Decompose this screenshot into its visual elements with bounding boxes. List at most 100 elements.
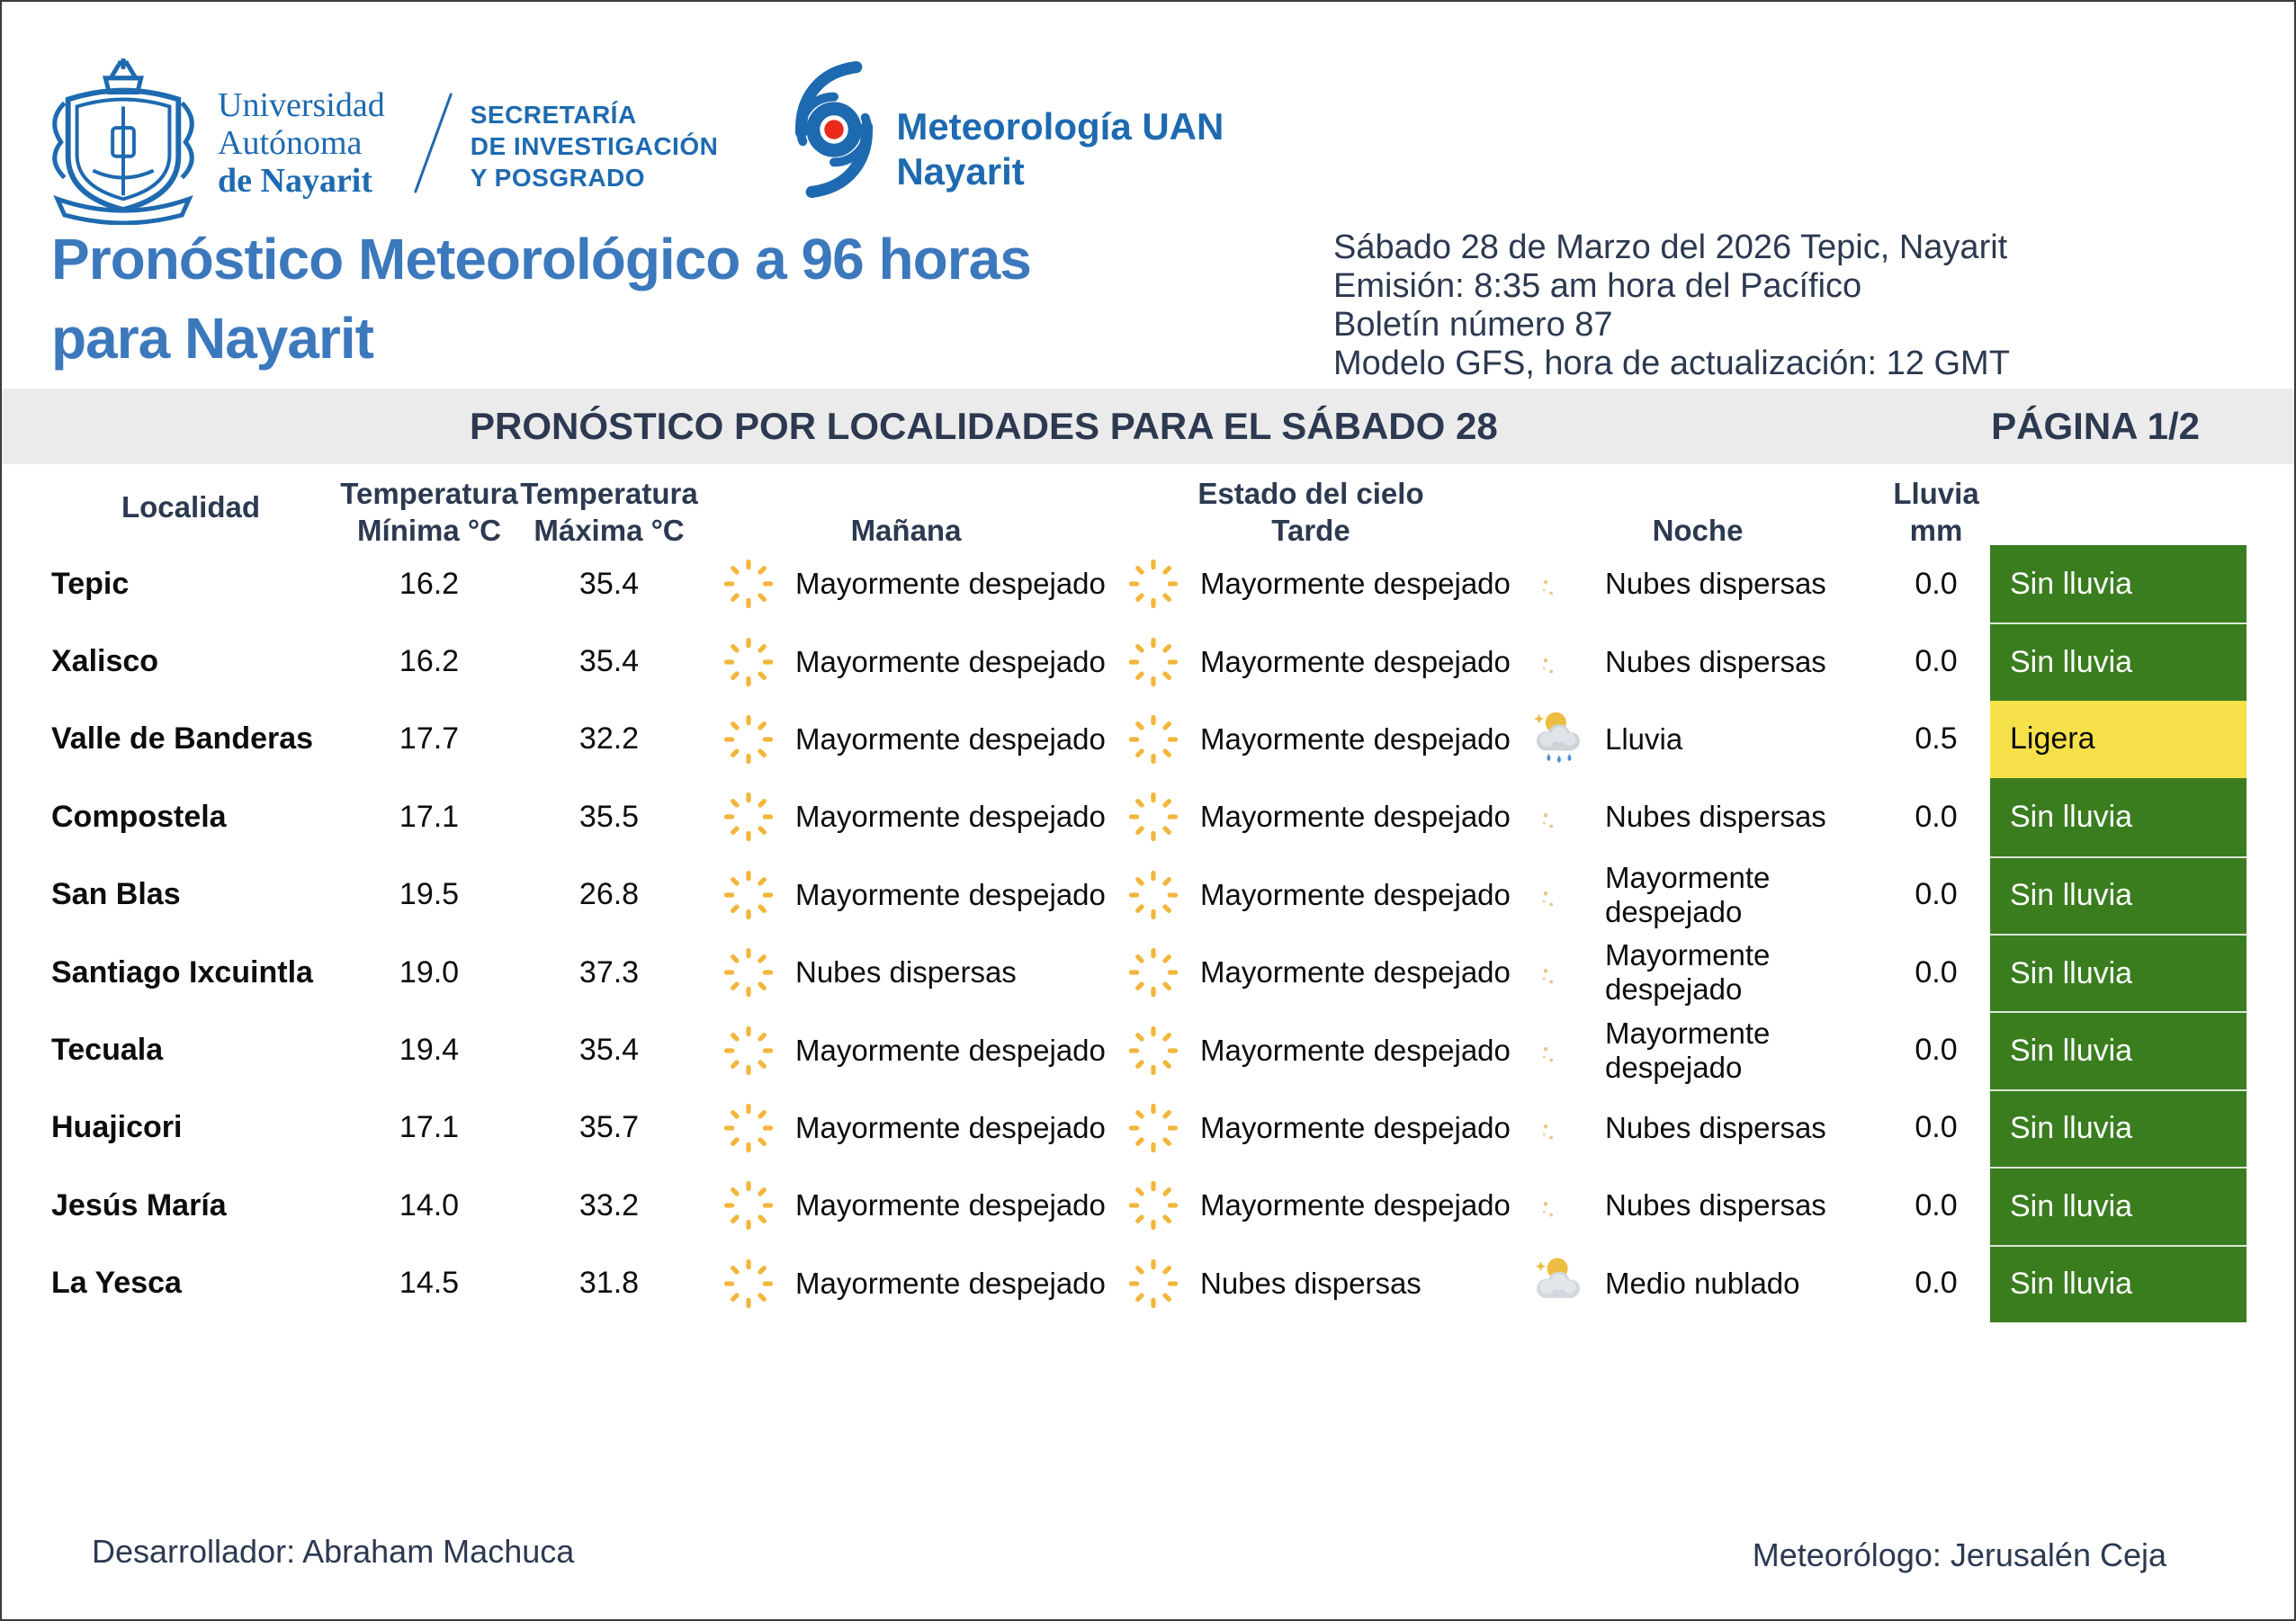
night-label-cell: Nubes dispersas — [1605, 1188, 1826, 1222]
moon-cloud-rain-icon — [1534, 712, 1580, 763]
locality-cell: Tecuala — [51, 1033, 164, 1068]
crescent-moon-icon — [1537, 1110, 1575, 1149]
temp-min-cell: 17.7 — [399, 721, 460, 757]
morning-icon-cell — [704, 637, 794, 687]
temp-min-cell: 14.5 — [399, 1266, 460, 1301]
header-sky-afternoon: Estado del cielo Tarde — [1108, 464, 1513, 549]
morning-icon-cell — [704, 1103, 794, 1153]
temp-max-cell: 26.8 — [578, 877, 640, 912]
rain-badge: Sin lluvia — [1990, 1167, 2247, 1245]
afternoon-icon-cell — [1108, 1258, 1198, 1309]
crescent-moon-icon — [1537, 1188, 1575, 1227]
afternoon-label-cell: Mayormente despejado — [1200, 800, 1511, 834]
locality-cell: San Blas — [51, 877, 181, 912]
locality-cell: Jesús María — [51, 1187, 227, 1222]
uan-coat-of-arms-icon — [43, 52, 203, 225]
rain-mm-cell: 0.0 — [1915, 877, 1958, 912]
rain-mm-cell: 0.5 — [1915, 721, 1958, 757]
issue-info: Sábado 28 de Marzo del 2026 Tepic, Nayar… — [1333, 228, 2010, 383]
sun-icon — [1128, 870, 1179, 919]
afternoon-label-cell: Mayormente despejado — [1200, 644, 1511, 678]
morning-label-cell: Mayormente despejado — [795, 644, 1106, 678]
crescent-moon-icon — [1537, 1033, 1575, 1071]
night-label-cell: Nubes dispersas — [1605, 567, 1826, 601]
header-logos: Universidad Autónoma de Nayarit SECRETAR… — [43, 52, 1224, 225]
temp-max-cell: 33.2 — [578, 1187, 640, 1222]
temp-min-cell: 19.4 — [399, 1033, 460, 1068]
secretaria-name: SECRETARÍA DE INVESTIGACIÓN Y POSGRADO — [470, 101, 719, 192]
header-temp-max: Temperatura Máxima °C — [520, 477, 698, 547]
temp-min-cell: 19.0 — [399, 954, 460, 990]
rain-mm-cell: 0.0 — [1915, 954, 1958, 990]
table-row: Valle de Banderas 17.7 32.2 Mayormente d… — [2, 700, 2262, 779]
morning-icon-cell — [704, 714, 794, 765]
temp-max-cell: 37.3 — [578, 954, 640, 990]
temp-max-cell: 31.8 — [578, 1266, 640, 1301]
night-label-cell: Mayormente despejado — [1605, 938, 1771, 1007]
night-label-cell: Nubes dispersas — [1605, 1110, 1826, 1144]
rain-badge: Sin lluvia — [1990, 933, 2247, 1012]
afternoon-label-cell: Nubes dispersas — [1200, 1266, 1422, 1300]
crescent-moon-icon — [1537, 954, 1575, 993]
rain-badge: Sin lluvia — [1990, 545, 2247, 623]
locality-cell: Huajicori — [51, 1110, 183, 1145]
header-sky-group: Estado del cielo — [1197, 477, 1424, 510]
table-row: Santiago Ixcuintla 19.0 37.3 Nubes dispe… — [2, 933, 2262, 1012]
rain-badge: Sin lluvia — [1990, 622, 2247, 701]
sun-icon — [1128, 1103, 1179, 1153]
night-icon-cell — [1513, 792, 1603, 842]
table-body: Tepic 16.2 35.4 Mayormente despejado — [2, 545, 2262, 1322]
night-label-cell: Mayormente despejado — [1605, 1016, 1771, 1084]
afternoon-icon-cell — [1108, 1180, 1198, 1231]
morning-label-cell: Mayormente despejado — [795, 877, 1106, 911]
page-title: Pronóstico Meteorológico a 96 horas para… — [51, 227, 1032, 371]
night-icon-cell — [1513, 1103, 1603, 1153]
morning-label-cell: Mayormente despejado — [795, 567, 1106, 601]
morning-icon-cell — [704, 559, 794, 609]
table-row: Xalisco 16.2 35.4 Mayormente despejado — [2, 622, 2262, 701]
sun-icon — [723, 948, 774, 998]
header-rain: Lluvia mm — [1893, 477, 1979, 547]
sun-icon — [723, 560, 774, 609]
temp-max-cell: 35.4 — [578, 1033, 640, 1068]
issue-time: Emisión: 8:35 am hora del Pacífico — [1333, 267, 1862, 305]
temp-max-cell: 32.2 — [578, 721, 640, 757]
afternoon-label-cell: Mayormente despejado — [1200, 1188, 1511, 1222]
table-row: San Blas 19.5 26.8 Mayormente despejado — [2, 855, 2262, 934]
morning-label-cell: Mayormente despejado — [795, 1110, 1106, 1144]
night-icon-cell — [1513, 1255, 1603, 1312]
rain-badge: Sin lluvia — [1990, 1244, 2247, 1322]
night-icon-cell — [1513, 1180, 1603, 1231]
afternoon-icon-cell — [1108, 870, 1198, 920]
sun-icon — [723, 1181, 774, 1231]
rain-mm-cell: 0.0 — [1915, 1266, 1958, 1301]
afternoon-icon-cell — [1108, 559, 1198, 609]
temp-max-cell: 35.4 — [578, 566, 640, 601]
sun-icon — [723, 793, 774, 842]
crescent-moon-icon — [1537, 644, 1575, 683]
morning-icon-cell — [704, 1025, 794, 1076]
table-row: Tepic 16.2 35.4 Mayormente despejado — [2, 545, 2262, 623]
night-label-cell: Lluvia — [1605, 721, 1683, 756]
sun-icon — [723, 870, 774, 919]
rain-mm-cell: 0.0 — [1915, 1187, 1958, 1222]
page-indicator: PÁGINA 1/2 — [1991, 405, 2200, 447]
table-row: Huajicori 17.1 35.7 Mayormente despejado — [2, 1088, 2262, 1168]
night-icon-cell — [1513, 1025, 1603, 1076]
night-label-cell: Medio nublado — [1605, 1266, 1800, 1300]
temp-max-cell: 35.7 — [578, 1110, 640, 1145]
locality-cell: Xalisco — [51, 644, 159, 679]
locality-cell: Valle de Banderas — [51, 721, 314, 757]
afternoon-label-cell: Mayormente despejado — [1200, 567, 1511, 601]
crescent-moon-icon — [1537, 800, 1575, 838]
morning-icon-cell — [704, 870, 794, 920]
bulletin-number: Boletín número 87 — [1333, 306, 1613, 344]
rain-badge: Sin lluvia — [1990, 1011, 2247, 1089]
sun-icon — [723, 714, 774, 765]
sun-icon — [1128, 1181, 1179, 1231]
section-title: PRONÓSTICO POR LOCALIDADES PARA EL SÁBAD… — [470, 405, 1498, 447]
afternoon-label-cell: Mayormente despejado — [1200, 955, 1511, 990]
sun-icon — [1128, 793, 1179, 842]
afternoon-icon-cell — [1108, 637, 1198, 687]
rain-badge: Sin lluvia — [1990, 855, 2247, 934]
